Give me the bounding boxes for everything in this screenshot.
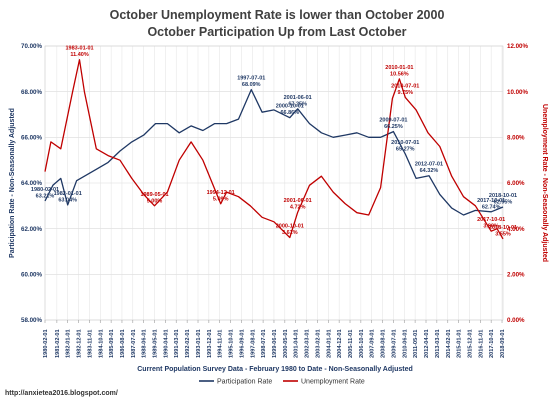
x-tick-label: 2010-06-01 xyxy=(402,329,408,358)
x-tick-label: 1985-09-01 xyxy=(109,329,115,358)
legend: Participation Rate Unemployment Rate xyxy=(199,379,365,386)
y-tick-right-label: 10.00% xyxy=(507,89,528,96)
y-axis-right-ticks: 0.00% 2.00% 4.00% 6.00% 8.00% 10.00% 12.00% xyxy=(507,43,528,324)
y-tick-left-label: 66.00% xyxy=(21,135,42,142)
x-tick-label: 1995-10-01 xyxy=(229,329,235,358)
x-tick-label: 2000-05-01 xyxy=(283,329,289,358)
annotation-label: 2009-07-01 66.25% xyxy=(379,118,407,131)
annotation-label: 1989-05-01 5.00% xyxy=(140,192,168,205)
series-lines xyxy=(44,59,504,240)
participation-rate-line xyxy=(44,88,504,216)
x-tick-label: 1988-06-01 xyxy=(142,329,148,358)
annotation-label: 2000-10-01 66.86% xyxy=(276,104,304,117)
annotation-label: 2017-10-01 62.74% xyxy=(477,198,505,211)
x-tick-label: 2016-11-01 xyxy=(478,330,484,358)
legend-label-participation: Participation Rate xyxy=(217,379,272,386)
x-tick-label: 2014-02-01 xyxy=(446,329,452,358)
y-tick-right-label: 0.00% xyxy=(507,317,525,324)
x-tick-label: 1989-05-01 xyxy=(153,329,159,358)
x-tick-label: 1996-09-01 xyxy=(239,329,245,358)
x-tick-label: 1990-04-01 xyxy=(163,329,169,358)
annotation-label: 2010-07-01 9.75% xyxy=(391,83,419,96)
annotation-label: 2010-07-01 65.27% xyxy=(391,140,419,153)
y-axis-right-label: Unemployment Rate - Non-Seasonally Adjus… xyxy=(541,104,548,262)
x-tick-label: 1993-01-01 xyxy=(196,329,202,358)
x-tick-label: 1994-11-01 xyxy=(218,330,224,358)
chart-subtitle: October Participation Up from Last Octob… xyxy=(147,25,406,39)
x-tick-label: 2008-08-01 xyxy=(381,329,387,358)
y-tick-left-label: 70.00% xyxy=(21,43,42,50)
y-tick-left-label: 60.00% xyxy=(21,272,42,279)
y-tick-left-label: 68.00% xyxy=(21,89,42,96)
annotation-label: 2017-10-01 3.89% xyxy=(477,217,505,230)
y-tick-left-label: 64.00% xyxy=(21,180,42,187)
annotation-label: 2018-10-01 62.95% xyxy=(489,193,517,206)
y-axis-left-ticks: 58.00% 60.00% 62.00% 64.00% 66.00% 68.00% 70.0… xyxy=(21,43,42,324)
annotation-label: 2000-10-01 3.61% xyxy=(276,224,304,237)
x-tick-label: 1982-12-01 xyxy=(77,329,83,358)
annotation-label: 1997-07-01 68.09% xyxy=(237,76,265,89)
x-axis-ticks: 1980-02-01 1981-02-01 1982-01-01 1982-12-01… xyxy=(43,320,506,358)
x-tick-label: 1993-12-01 xyxy=(207,329,213,358)
x-tick-label: 2003-02-01 xyxy=(315,329,321,358)
x-tick-label: 2017-10-01 xyxy=(489,329,495,358)
unemployment-rate-line xyxy=(44,59,504,240)
x-tick-label: 1997-08-01 xyxy=(250,329,256,358)
x-tick-label: 1981-02-01 xyxy=(55,329,61,358)
gridlines xyxy=(44,45,503,321)
y-tick-right-label: 4.00% xyxy=(507,226,525,233)
y-tick-right-label: 8.00% xyxy=(507,135,525,142)
x-tick-label: 1982-01-01 xyxy=(66,329,72,358)
y-tick-right-label: 2.00% xyxy=(507,272,525,279)
x-tick-label: 1984-10-01 xyxy=(98,329,104,358)
x-tick-label: 2015-12-01 xyxy=(467,329,473,358)
chart-title: October Unemployment Rate is lower than … xyxy=(110,8,445,22)
x-tick-label: 2007-09-01 xyxy=(370,329,376,358)
annotation-label: 2012-07-01 64.32% xyxy=(415,162,443,175)
x-tick-label: 2005-11-01 xyxy=(348,330,354,358)
x-axis-label: Current Population Survey Data - Februar… xyxy=(137,366,413,373)
y-tick-left-label: 62.00% xyxy=(21,226,42,233)
x-tick-label: 2004-12-01 xyxy=(337,329,343,358)
x-tick-label: 2001-04-01 xyxy=(294,329,300,358)
annotations: 1980-02-01 63.21% 1982-01-01 63.04% 1997-07-… xyxy=(31,46,517,238)
annotation-label: 2001-06-01 67.25% xyxy=(284,95,312,108)
x-tick-label: 1992-02-01 xyxy=(185,329,191,358)
annotation-label: 2018-10-01 3.55% xyxy=(489,225,517,238)
annotation-label: 2010-01-01 10.56% xyxy=(385,65,413,78)
x-tick-label: 1991-03-01 xyxy=(174,329,180,358)
x-tick-label: 2002-03-01 xyxy=(305,329,311,358)
x-tick-label: 1983-11-01 xyxy=(87,330,93,358)
y-tick-right-label: 12.00% xyxy=(507,43,528,50)
annotation-label: 1982-01-01 63.04% xyxy=(54,191,82,204)
y-axis-left-label: Participation Rate - Non-Seasonally Adju… xyxy=(9,108,16,258)
x-tick-label: 2018-09-01 xyxy=(500,329,506,358)
x-tick-label: 2013-03-01 xyxy=(435,329,441,358)
y-tick-right-label: 6.00% xyxy=(507,180,525,187)
annotation-label: 2001-06-01 4.72% xyxy=(284,198,312,211)
annotation-label: 1994-12-01 5.09% xyxy=(207,190,235,203)
x-tick-label: 1999-06-01 xyxy=(272,329,278,358)
source-url: http://anxietea2016.blogspot.com/ xyxy=(5,390,118,397)
x-tick-label: 1980-02-01 xyxy=(43,329,49,358)
x-tick-label: 1998-07-01 xyxy=(261,329,267,358)
x-tick-label: 1986-08-01 xyxy=(120,329,126,358)
x-tick-label: 1987-07-01 xyxy=(131,329,137,358)
x-tick-label: 2011-05-01 xyxy=(413,330,419,358)
x-tick-label: 2015-01-01 xyxy=(457,329,463,358)
x-tick-label: 2012-04-01 xyxy=(424,329,430,358)
annotation-label: 1980-02-01 63.21% xyxy=(31,187,59,200)
annotation-label: 1983-01-01 11.40% xyxy=(65,46,93,59)
x-tick-label: 2006-10-01 xyxy=(359,329,365,358)
x-tick-label: 2009-07-01 xyxy=(391,329,397,358)
legend-label-unemployment: Unemployment Rate xyxy=(301,379,365,386)
y-tick-left-label: 58.00% xyxy=(21,317,42,324)
x-tick-label: 2004-01-01 xyxy=(326,329,332,358)
